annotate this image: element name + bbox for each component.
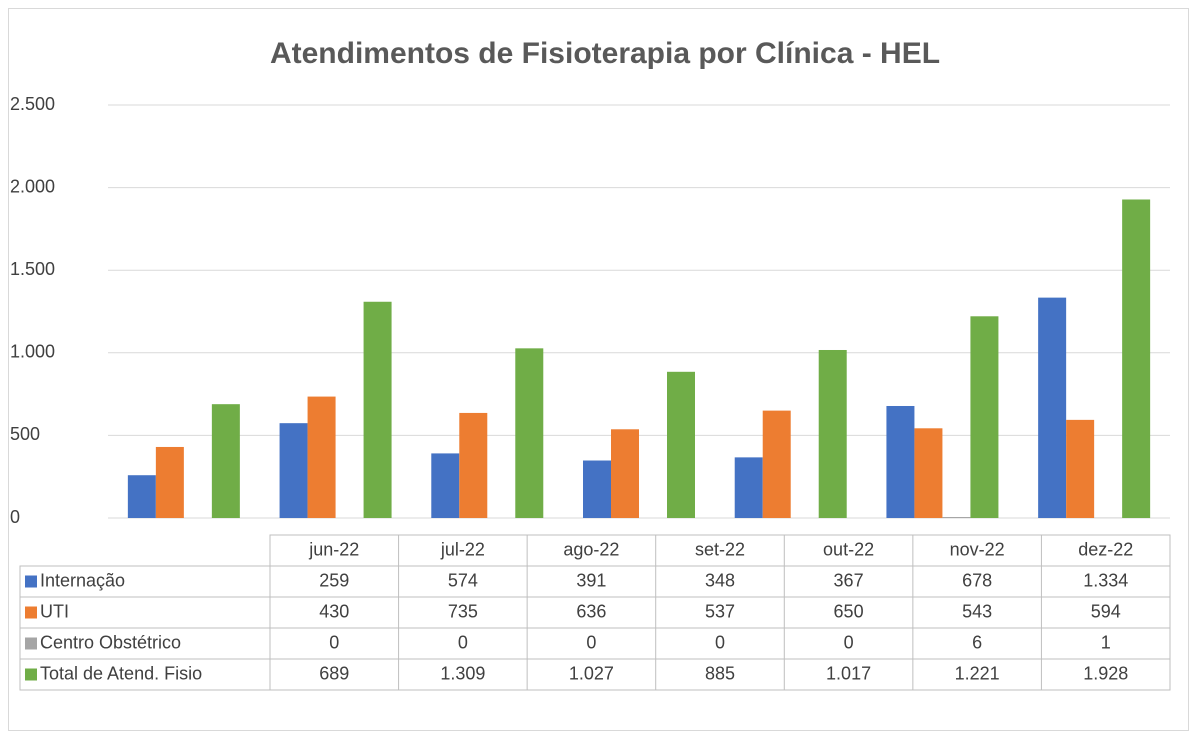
- table-value: 636: [576, 601, 606, 621]
- table-value: 689: [319, 663, 349, 683]
- bar: [583, 460, 611, 518]
- chart-border: [8, 8, 1189, 731]
- bar: [611, 429, 639, 518]
- legend-label: Internação: [40, 570, 125, 590]
- bar: [155, 446, 184, 518]
- table-value: 0: [715, 632, 725, 652]
- y-tick-label: 500: [10, 424, 40, 444]
- table-value: 1.309: [440, 663, 485, 683]
- table-value: 735: [448, 601, 478, 621]
- table-value: 1.017: [826, 663, 871, 683]
- table-value: 885: [705, 663, 735, 683]
- table-value: 537: [705, 601, 735, 621]
- table-value: 391: [576, 570, 606, 590]
- bar: [914, 428, 943, 518]
- legend-key: [25, 637, 37, 650]
- table-value: 367: [834, 570, 864, 590]
- chart-title: Atendimentos de Fisioterapia por Clínica…: [270, 37, 940, 70]
- x-tick-label: jun-22: [308, 539, 359, 559]
- x-tick-label: dez-22: [1078, 539, 1133, 559]
- bar: [1038, 297, 1067, 518]
- bar: [818, 349, 847, 518]
- y-tick-label: 1.000: [10, 342, 55, 362]
- table-value: 348: [705, 570, 735, 590]
- table-value: 543: [962, 601, 992, 621]
- bar: [734, 457, 763, 518]
- bar: [127, 475, 156, 518]
- table-value: 650: [834, 601, 864, 621]
- x-tick-label: jul-22: [440, 539, 485, 559]
- bar: [515, 348, 544, 518]
- table-value: 1.221: [955, 663, 1000, 683]
- y-tick-label: 1.500: [10, 259, 55, 279]
- table-value: 0: [329, 632, 339, 652]
- table-value: 574: [448, 570, 478, 590]
- legend-label: UTI: [40, 601, 69, 621]
- table-value: 678: [962, 570, 992, 590]
- bar: [1066, 419, 1095, 518]
- legend-label: Total de Atend. Fisio: [40, 663, 202, 683]
- table-value: 259: [319, 570, 349, 590]
- legend-key: [25, 606, 37, 619]
- table-value: 594: [1091, 601, 1121, 621]
- table-value: 1.027: [569, 663, 614, 683]
- table-value: 0: [586, 632, 596, 652]
- y-tick-label: 2.000: [10, 176, 55, 196]
- bar: [970, 316, 999, 518]
- legend-label: Centro Obstétrico: [40, 632, 181, 652]
- bar: [762, 410, 791, 518]
- bar: [886, 405, 915, 518]
- bar: [307, 396, 336, 518]
- bar: [279, 423, 308, 518]
- bar: [1122, 199, 1151, 519]
- bar: [431, 453, 460, 518]
- table-value: 6: [972, 632, 982, 652]
- bar: [363, 301, 392, 518]
- x-tick-label: set-22: [695, 539, 745, 559]
- bar: [211, 404, 240, 518]
- x-tick-label: nov-22: [950, 539, 1005, 559]
- y-tick-label: 0: [10, 507, 20, 527]
- table-value: 430: [319, 601, 349, 621]
- bar: [459, 412, 488, 518]
- table-value: 1.334: [1083, 570, 1128, 590]
- x-tick-label: ago-22: [563, 539, 619, 559]
- legend-key: [25, 575, 37, 588]
- bar: [667, 371, 695, 518]
- y-tick-label: 2.500: [10, 94, 55, 114]
- table-value: 1.928: [1083, 663, 1128, 683]
- table-value: 0: [844, 632, 854, 652]
- table-value: 1: [1101, 632, 1111, 652]
- legend-key: [25, 668, 37, 681]
- bar: [942, 517, 971, 518]
- x-tick-label: out-22: [823, 539, 874, 559]
- table-value: 0: [458, 632, 468, 652]
